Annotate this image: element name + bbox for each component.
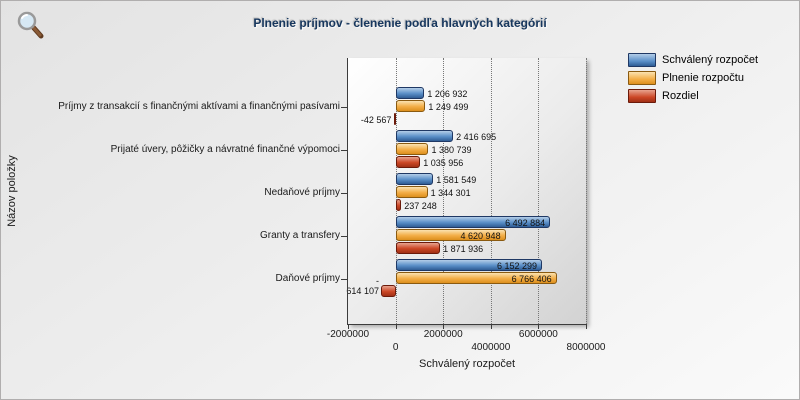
y-axis-line bbox=[347, 58, 348, 325]
bar-rozdiel bbox=[395, 199, 402, 211]
bar-value-label: 1 380 739 bbox=[431, 145, 472, 155]
bar-value-label: 1 581 549 bbox=[436, 175, 477, 185]
x-tick-mark bbox=[538, 325, 540, 329]
category-tick-mark bbox=[341, 149, 348, 151]
legend-swatch-rozdiel bbox=[628, 89, 656, 103]
x-tick-label: 8000000 bbox=[566, 342, 606, 353]
x-tick-mark bbox=[348, 325, 349, 329]
x-tick-label: 4000000 bbox=[471, 342, 511, 353]
legend-label: Plnenie rozpočtu bbox=[662, 72, 744, 84]
gridline bbox=[586, 58, 587, 324]
bar-plnenie-rozpoctu bbox=[395, 143, 429, 155]
legend-swatch-plnenie-rozpoctu bbox=[628, 71, 656, 85]
bar-value-label: 237 248 bbox=[404, 201, 437, 211]
gridline bbox=[538, 58, 540, 324]
category-label: Daňové príjmy bbox=[275, 272, 340, 284]
bar-value-label: 1 344 301 bbox=[430, 188, 471, 198]
legend-item: Schválený rozpočet bbox=[628, 53, 758, 67]
bar-value-label: 1 871 936 bbox=[443, 244, 484, 254]
x-tick-label: 6000000 bbox=[518, 329, 558, 340]
bar-plnenie-rozpoctu bbox=[395, 229, 506, 241]
bar-schvaleny-rozpocet bbox=[395, 173, 434, 185]
category-label: Prijaté úvery, pôžičky a návratné finanč… bbox=[110, 143, 340, 155]
category-tick-mark bbox=[341, 235, 348, 237]
chart-title: Plnenie príjmov - členenie podľa hlavnýc… bbox=[253, 16, 547, 30]
bar-rozdiel bbox=[394, 113, 397, 125]
gridline bbox=[490, 58, 492, 324]
x-tick-label: 2000000 bbox=[423, 329, 463, 340]
category-tick-mark bbox=[341, 278, 348, 280]
category-label: Granty a transfery bbox=[259, 229, 340, 241]
bar-value-label: -42 567 bbox=[360, 115, 392, 125]
legend-item: Rozdiel bbox=[628, 89, 758, 103]
bar-rozdiel bbox=[395, 242, 441, 254]
plot-area: 1 206 932 2 416 695 1 581 549 6 492 884 6 15… bbox=[346, 58, 587, 324]
bar-value-label: 6 492 884 bbox=[505, 218, 546, 228]
bar-value-label: 1 206 932 bbox=[427, 89, 468, 99]
y-axis-title: Názov položky bbox=[6, 155, 18, 227]
x-tick-mark bbox=[586, 325, 587, 329]
legend-label: Rozdiel bbox=[662, 90, 699, 102]
x-tick-label: 0 bbox=[392, 342, 399, 353]
bar-plnenie-rozpoctu bbox=[395, 272, 557, 284]
x-tick-label: -2000000 bbox=[326, 329, 370, 340]
bar-value-label: 1 249 499 bbox=[428, 102, 469, 112]
bar-value-label: 6 152 299 bbox=[496, 261, 538, 271]
bar-schvaleny-rozpocet bbox=[395, 130, 454, 142]
magnifier-icon[interactable] bbox=[14, 10, 46, 42]
legend: Schválený rozpočet Plnenie rozpočtu Rozdie… bbox=[628, 53, 758, 107]
bar-schvaleny-rozpocet bbox=[395, 216, 551, 228]
bar-value-label: 4 620 948 bbox=[460, 231, 501, 241]
x-axis-title: Schválený rozpočet bbox=[419, 358, 515, 370]
x-axis-line bbox=[347, 324, 587, 325]
bar-value-label: 2 416 695 bbox=[456, 132, 497, 142]
bar-schvaleny-rozpocet bbox=[395, 259, 543, 271]
legend-item: Plnenie rozpočtu bbox=[628, 71, 758, 85]
bar-rozdiel bbox=[380, 285, 396, 297]
bar-rozdiel bbox=[395, 156, 421, 168]
category-tick-mark bbox=[341, 106, 348, 108]
bar-value-label: 1 035 956 bbox=[423, 158, 464, 168]
legend-label: Schválený rozpočet bbox=[662, 54, 758, 66]
bar-schvaleny-rozpocet bbox=[395, 87, 425, 99]
bar-plnenie-rozpoctu bbox=[395, 186, 428, 198]
category-label: Nedaňové príjmy bbox=[264, 186, 340, 198]
category-tick-mark bbox=[341, 192, 348, 194]
gridline bbox=[443, 58, 445, 324]
x-tick-mark bbox=[443, 325, 445, 329]
bar-plnenie-rozpoctu bbox=[395, 100, 426, 112]
bar-value-label: 6 766 406 bbox=[511, 274, 552, 284]
bar-value-label: - 614 107 bbox=[346, 276, 379, 296]
x-tick-mark bbox=[395, 325, 397, 329]
category-label: Príjmy z transakcií s finančnými aktívam… bbox=[58, 100, 340, 112]
x-tick-mark bbox=[490, 325, 492, 329]
legend-swatch-schvaleny-rozpocet bbox=[628, 53, 656, 67]
